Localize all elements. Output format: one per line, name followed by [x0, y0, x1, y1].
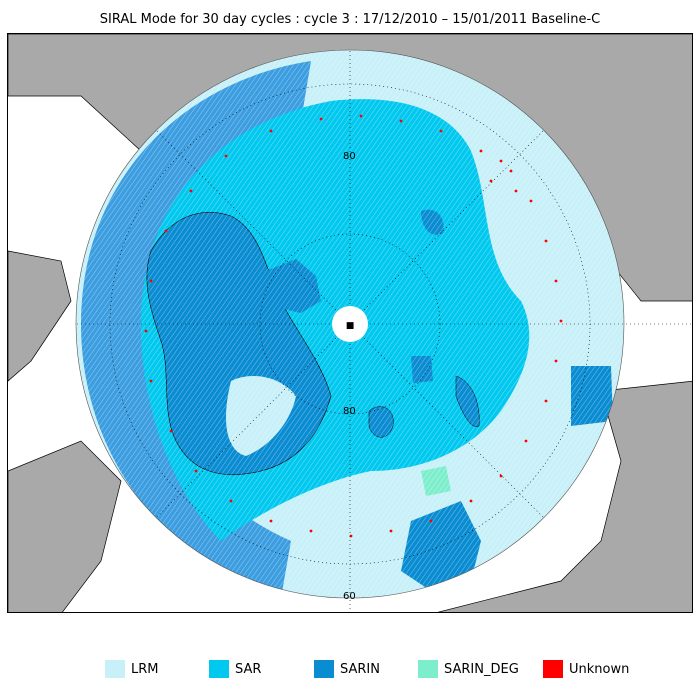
lat-label-60-south: 60 [343, 591, 356, 602]
legend-label-sarin: SARIN [340, 661, 380, 677]
land-south-west [8, 440, 122, 612]
lat-label-80-north: 80 [343, 151, 356, 162]
legend-label-unknown: Unknown [569, 661, 630, 677]
legend: LRM SAR SARIN SARIN_DEG Unknown [0, 659, 700, 679]
legend-label-lrm: LRM [131, 661, 159, 677]
land-masses [8, 34, 692, 612]
lat-label-80-south: 80 [343, 406, 356, 417]
legend-swatch-lrm [105, 660, 125, 678]
legend-swatch-sar [209, 660, 229, 678]
pole-hole [332, 306, 368, 342]
legend-item-lrm: LRM [105, 659, 159, 679]
disc-outline [75, 49, 625, 599]
map-title: SIRAL Mode for 30 day cycles : cycle 3 :… [99, 12, 601, 27]
land-west [8, 250, 72, 382]
legend-item-unknown: Unknown [543, 659, 629, 679]
polar-map: ■ 80 80 60 [7, 33, 693, 613]
legend-label-sar: SAR [235, 661, 262, 677]
legend-item-sarin-deg: SARIN_DEG [418, 659, 519, 679]
pole-marker: ■ [346, 321, 355, 331]
legend-label-sarin-deg: SARIN_DEG [444, 661, 519, 677]
unknown-points [144, 114, 563, 538]
graticule [76, 50, 692, 612]
polar-map-svg: ■ 80 80 60 [8, 34, 692, 612]
legend-swatch-unknown [543, 660, 563, 678]
legend-swatch-sarin [314, 660, 334, 678]
legend-item-sarin: SARIN [314, 659, 380, 679]
legend-swatch-sarin-deg [418, 660, 438, 678]
legend-item-sar: SAR [209, 659, 261, 679]
